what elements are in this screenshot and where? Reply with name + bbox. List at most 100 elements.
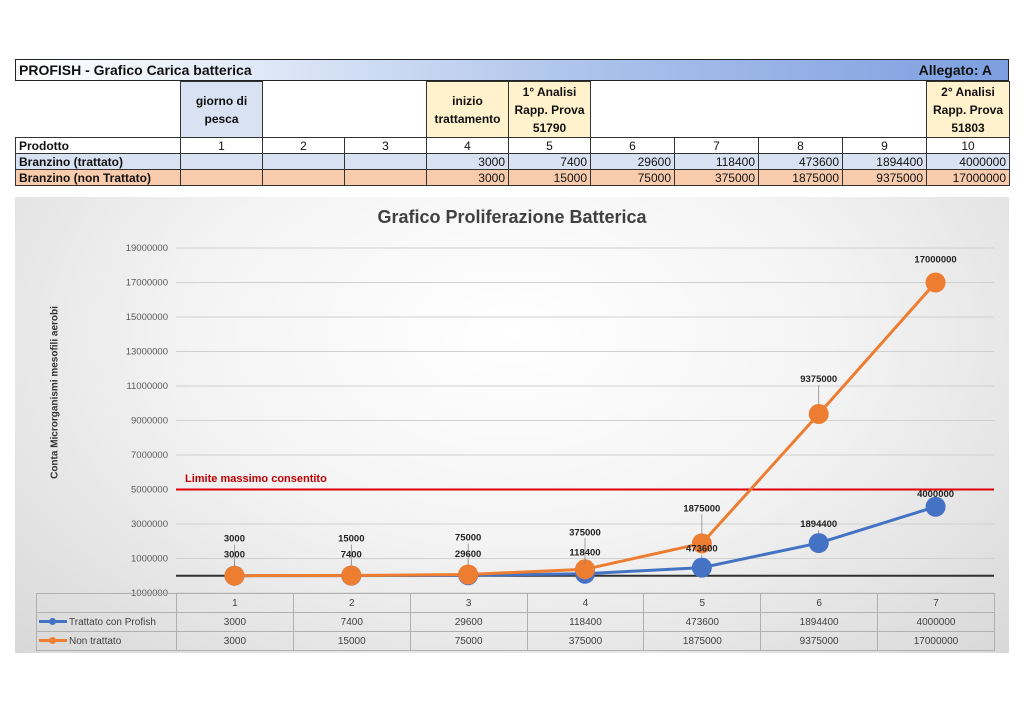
row-untreated: Branzino (non Trattato) 3000 15000 75000… (15, 169, 1010, 186)
header-seconda-analisi: 2° Analisi Rapp. Prova 51803 (926, 81, 1010, 138)
table-value: 7400 (292, 612, 411, 632)
day-cell: 10 (926, 137, 1010, 154)
day-cell: 5 (508, 137, 591, 154)
y-tick-label: 9000000 (131, 416, 168, 427)
value-cell: 7400 (508, 153, 591, 170)
value-cell (180, 169, 263, 186)
y-tick-label: 1000000 (131, 554, 168, 565)
day-cell: 1 (180, 137, 263, 154)
value-cell (180, 153, 263, 170)
value-cell: 118400 (674, 153, 759, 170)
data-point (925, 496, 946, 517)
data-label: 4000000 (917, 489, 954, 500)
value-cell: 375000 (674, 169, 759, 186)
spreadsheet: PROFISH - Grafico Carica batterica Alleg… (15, 59, 1010, 186)
days-row: Prodotto 1 2 3 4 5 6 7 8 9 10 (15, 137, 1010, 154)
day-cell: 3 (344, 137, 427, 154)
table-value: 118400 (526, 612, 645, 632)
value-cell: 29600 (590, 153, 675, 170)
chart-data-table: 1 2 3 4 5 6 7 Trattato con Profish 3000 … (36, 593, 995, 651)
attachment-label: Allegato: A (918, 62, 992, 78)
data-label: 17000000 (914, 255, 956, 266)
sheet-title: PROFISH - Grafico Carica batterica (19, 62, 252, 78)
data-point (808, 533, 829, 554)
category-label: 5 (643, 593, 762, 613)
table-value: 15000 (292, 631, 411, 651)
value-cell: 17000000 (926, 169, 1010, 186)
data-label: 75000 (455, 532, 481, 543)
table-value: 3000 (176, 631, 294, 651)
y-tick-label: 5000000 (131, 485, 168, 496)
data-label: 1875000 (683, 503, 720, 514)
data-point (925, 272, 946, 293)
data-point (691, 557, 712, 578)
legend-label: Non trattato (69, 635, 122, 647)
y-tick-label: 3000000 (131, 519, 168, 530)
y-tick-label: 17000000 (126, 278, 168, 289)
data-table-row-untreated: Non trattato 3000 15000 75000 375000 187… (36, 631, 995, 651)
day-cell: 8 (758, 137, 843, 154)
value-cell: 3000 (426, 153, 509, 170)
chart-title: Grafico Proliferazione Batterica (377, 207, 647, 227)
value-cell (262, 153, 345, 170)
data-point (808, 404, 829, 425)
value-cell: 1894400 (842, 153, 927, 170)
value-cell (262, 169, 345, 186)
y-tick-label: 13000000 (126, 347, 168, 358)
y-tick-label: 11000000 (126, 381, 168, 392)
data-point (458, 564, 479, 585)
table-value: 9375000 (760, 631, 879, 651)
category-label: 7 (877, 593, 995, 613)
legend-label: Trattato con Profish (69, 616, 156, 628)
category-label: 6 (760, 593, 879, 613)
header-prima-analisi: 1° Analisi Rapp. Prova 51790 (508, 81, 591, 138)
table-value: 4000000 (877, 612, 995, 632)
chart-canvas: -100000010000003000000500000070000009000… (126, 243, 994, 599)
category-label: 4 (526, 593, 645, 613)
row-label: Branzino (trattato) (15, 153, 181, 170)
header-row: giorno di pesca inizio trattamento 1° An… (15, 81, 1010, 138)
data-label: 3000 (224, 534, 245, 545)
data-point (575, 559, 595, 580)
data-table-header-row: 1 2 3 4 5 6 7 (36, 593, 995, 613)
y-tick-label: 15000000 (126, 312, 168, 323)
day-cell: 9 (842, 137, 927, 154)
value-cell: 473600 (758, 153, 843, 170)
category-label: 3 (409, 593, 528, 613)
legend-line-icon (39, 637, 67, 645)
data-label: 375000 (569, 527, 601, 538)
legend-entry-treated: Trattato con Profish (36, 612, 177, 632)
table-value: 473600 (643, 612, 762, 632)
table-value: 1894400 (760, 612, 879, 632)
header-giorno-pesca: giorno di pesca (180, 81, 263, 138)
table-value: 1875000 (643, 631, 762, 651)
header-inizio-trattamento: inizio trattamento (426, 81, 509, 138)
data-label: 9375000 (800, 374, 837, 385)
table-value: 3000 (176, 612, 294, 632)
data-table-row-treated: Trattato con Profish 3000 7400 29600 118… (36, 612, 995, 632)
day-cell: 7 (674, 137, 759, 154)
value-cell (344, 153, 427, 170)
value-cell (344, 169, 427, 186)
row-treated: Branzino (trattato) 3000 7400 29600 1184… (15, 153, 1010, 170)
y-tick-label: 7000000 (131, 450, 168, 461)
data-label: 1894400 (800, 519, 837, 530)
category-label: 2 (292, 593, 411, 613)
table-value: 375000 (526, 631, 645, 651)
legend-entry-untreated: Non trattato (36, 631, 177, 651)
day-cell: 4 (426, 137, 509, 154)
category-label: 1 (176, 593, 294, 613)
y-axis-label: Conta Microrganismi mesofili aerobi (49, 306, 61, 479)
value-cell: 9375000 (842, 169, 927, 186)
title-bar: PROFISH - Grafico Carica batterica Alleg… (15, 59, 1009, 81)
table-value: 17000000 (877, 631, 995, 651)
table-value: 29600 (409, 612, 528, 632)
data-point (341, 565, 362, 586)
data-label: 15000 (338, 533, 364, 544)
day-cell: 6 (590, 137, 675, 154)
row-label: Branzino (non Trattato) (15, 169, 181, 186)
value-cell: 15000 (508, 169, 591, 186)
day-cell: 2 (262, 137, 345, 154)
chart-area: -1000000 1000000 3000000 5000000 7000000 9000… (15, 197, 1009, 653)
table-value: 75000 (409, 631, 528, 651)
